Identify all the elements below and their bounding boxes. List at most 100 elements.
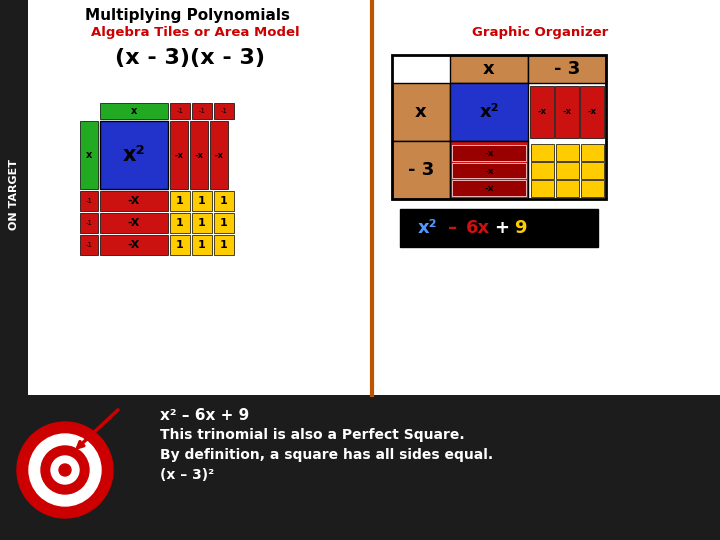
Text: 1: 1 bbox=[198, 196, 206, 206]
Text: 1: 1 bbox=[220, 218, 228, 228]
Bar bbox=[392, 141, 450, 199]
Bar bbox=[192, 213, 212, 233]
Text: (x – 3)²: (x – 3)² bbox=[160, 468, 214, 482]
Text: -X: -X bbox=[128, 240, 140, 250]
Text: -x: -x bbox=[485, 149, 494, 158]
Bar bbox=[170, 121, 188, 189]
Text: -x: -x bbox=[174, 151, 184, 159]
Bar bbox=[556, 144, 579, 161]
Text: Graphic Organizer: Graphic Organizer bbox=[472, 26, 608, 39]
Bar bbox=[192, 103, 212, 119]
Bar bbox=[556, 180, 579, 197]
Text: -1: -1 bbox=[86, 220, 92, 226]
Bar bbox=[100, 191, 168, 211]
Text: -1: -1 bbox=[86, 198, 92, 204]
Text: By definition, a square has all sides equal.: By definition, a square has all sides eq… bbox=[160, 448, 493, 462]
Text: +: + bbox=[494, 219, 509, 237]
Text: x: x bbox=[131, 106, 137, 116]
Bar bbox=[214, 103, 234, 119]
Bar bbox=[170, 235, 190, 255]
Bar bbox=[452, 180, 526, 196]
Bar bbox=[100, 103, 168, 119]
Text: Multiplying Polynomials: Multiplying Polynomials bbox=[85, 8, 290, 23]
Text: -1: -1 bbox=[199, 108, 205, 114]
Bar bbox=[392, 83, 450, 141]
Bar bbox=[580, 144, 604, 161]
Text: -X: -X bbox=[128, 196, 140, 206]
Text: 1: 1 bbox=[198, 240, 206, 250]
Bar bbox=[531, 144, 554, 161]
Circle shape bbox=[51, 456, 79, 484]
Bar bbox=[170, 213, 190, 233]
Text: 1: 1 bbox=[176, 240, 184, 250]
Text: x: x bbox=[86, 150, 92, 160]
Text: -x: -x bbox=[588, 107, 596, 117]
Bar bbox=[80, 191, 98, 211]
Bar bbox=[28, 0, 720, 395]
Text: 1: 1 bbox=[220, 196, 228, 206]
Text: x: x bbox=[415, 103, 427, 121]
Bar bbox=[450, 55, 528, 83]
Text: x²: x² bbox=[480, 103, 499, 121]
Text: -x: -x bbox=[562, 107, 572, 117]
Bar bbox=[170, 103, 190, 119]
Text: - 3: - 3 bbox=[554, 60, 580, 78]
Text: -1: -1 bbox=[220, 108, 228, 114]
Bar bbox=[192, 235, 212, 255]
Text: 9: 9 bbox=[514, 219, 526, 237]
Circle shape bbox=[59, 464, 71, 476]
Text: –: – bbox=[448, 219, 457, 237]
Bar bbox=[100, 121, 168, 189]
Bar bbox=[210, 121, 228, 189]
Bar bbox=[80, 213, 98, 233]
Text: - 3: - 3 bbox=[408, 161, 434, 179]
Text: Algebra Tiles or Area Model: Algebra Tiles or Area Model bbox=[91, 26, 300, 39]
Bar bbox=[556, 162, 579, 179]
Bar bbox=[530, 86, 554, 138]
Bar bbox=[170, 191, 190, 211]
Bar bbox=[531, 162, 554, 179]
Bar bbox=[452, 163, 526, 178]
Text: 1: 1 bbox=[198, 218, 206, 228]
Text: -1: -1 bbox=[176, 108, 184, 114]
Bar bbox=[392, 55, 606, 199]
Bar bbox=[214, 235, 234, 255]
Bar bbox=[100, 235, 168, 255]
Text: x: x bbox=[483, 60, 495, 78]
Bar bbox=[580, 86, 604, 138]
Bar bbox=[531, 180, 554, 197]
Text: 1: 1 bbox=[176, 218, 184, 228]
Bar bbox=[80, 235, 98, 255]
Bar bbox=[190, 121, 208, 189]
Bar bbox=[528, 55, 606, 83]
Bar bbox=[580, 180, 604, 197]
Bar bbox=[214, 213, 234, 233]
Text: -x: -x bbox=[538, 107, 546, 117]
Circle shape bbox=[41, 446, 89, 494]
Text: -x: -x bbox=[485, 184, 494, 193]
Bar bbox=[555, 86, 579, 138]
Text: -x: -x bbox=[194, 151, 204, 159]
Bar bbox=[214, 191, 234, 211]
Bar bbox=[400, 209, 598, 247]
Text: 1: 1 bbox=[176, 196, 184, 206]
Text: x²: x² bbox=[418, 219, 438, 237]
Text: This trinomial is also a Perfect Square.: This trinomial is also a Perfect Square. bbox=[160, 428, 464, 442]
Circle shape bbox=[29, 434, 101, 506]
Text: -X: -X bbox=[128, 218, 140, 228]
Text: x²: x² bbox=[122, 145, 145, 165]
Text: ON TARGET: ON TARGET bbox=[9, 159, 19, 231]
Text: x² – 6x + 9: x² – 6x + 9 bbox=[160, 408, 249, 423]
Bar bbox=[192, 191, 212, 211]
Text: 6x: 6x bbox=[466, 219, 490, 237]
Text: (x - 3)(x - 3): (x - 3)(x - 3) bbox=[115, 48, 265, 68]
Bar bbox=[450, 83, 528, 141]
Bar bbox=[100, 213, 168, 233]
Bar bbox=[580, 162, 604, 179]
Bar bbox=[450, 141, 528, 199]
Text: 1: 1 bbox=[220, 240, 228, 250]
Circle shape bbox=[17, 422, 113, 518]
Text: -1: -1 bbox=[86, 242, 92, 248]
Bar bbox=[452, 145, 526, 161]
Text: -x: -x bbox=[215, 151, 223, 159]
